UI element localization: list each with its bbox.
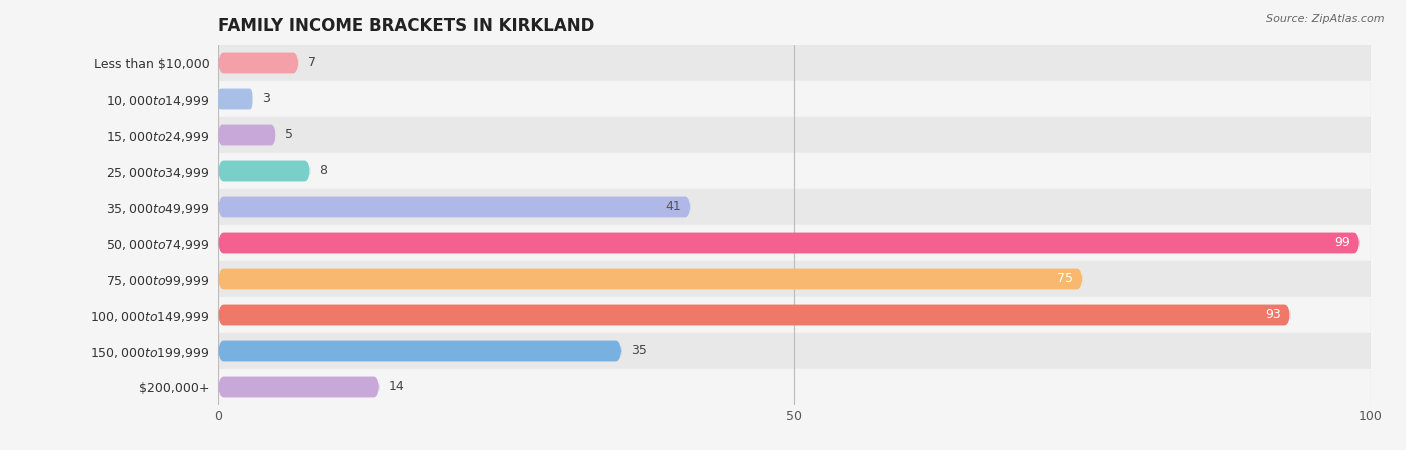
- Bar: [218, 261, 1371, 297]
- Text: 8: 8: [319, 165, 328, 177]
- FancyBboxPatch shape: [218, 341, 621, 361]
- Text: 75: 75: [1057, 273, 1073, 285]
- FancyBboxPatch shape: [218, 197, 690, 217]
- Text: 3: 3: [262, 93, 270, 105]
- Text: 14: 14: [388, 381, 405, 393]
- Bar: [218, 225, 1371, 261]
- Text: FAMILY INCOME BRACKETS IN KIRKLAND: FAMILY INCOME BRACKETS IN KIRKLAND: [218, 17, 595, 35]
- FancyBboxPatch shape: [218, 305, 1291, 325]
- Bar: [218, 333, 1371, 369]
- FancyBboxPatch shape: [218, 125, 276, 145]
- FancyBboxPatch shape: [218, 269, 1083, 289]
- Text: 5: 5: [285, 129, 292, 141]
- FancyBboxPatch shape: [218, 233, 1360, 253]
- FancyBboxPatch shape: [218, 161, 311, 181]
- Text: 35: 35: [631, 345, 647, 357]
- Text: 41: 41: [665, 201, 682, 213]
- Text: 7: 7: [308, 57, 316, 69]
- Bar: [218, 189, 1371, 225]
- Bar: [218, 153, 1371, 189]
- FancyBboxPatch shape: [218, 89, 253, 109]
- Bar: [218, 45, 1371, 81]
- Text: 93: 93: [1265, 309, 1281, 321]
- Bar: [218, 81, 1371, 117]
- Bar: [218, 117, 1371, 153]
- Bar: [218, 369, 1371, 405]
- Text: 99: 99: [1334, 237, 1350, 249]
- Text: Source: ZipAtlas.com: Source: ZipAtlas.com: [1267, 14, 1385, 23]
- FancyBboxPatch shape: [218, 377, 380, 397]
- Bar: [218, 297, 1371, 333]
- FancyBboxPatch shape: [218, 53, 298, 73]
